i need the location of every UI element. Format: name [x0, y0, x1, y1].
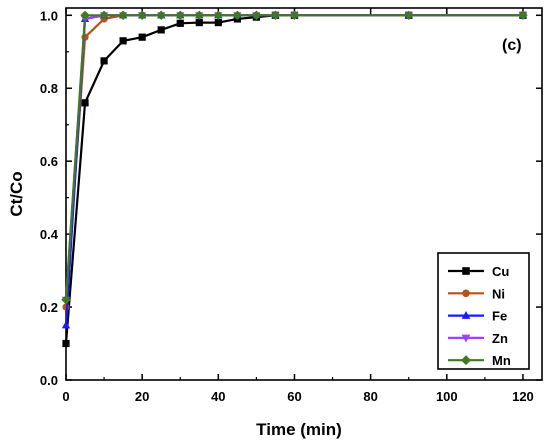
- data-point-mn: [404, 10, 414, 20]
- y-tick-label: 0.6: [40, 154, 58, 169]
- y-tick-label: 0.0: [40, 373, 58, 388]
- data-point-mn: [175, 10, 185, 20]
- data-point-mn: [156, 10, 166, 20]
- data-point-mn: [194, 10, 204, 20]
- legend-entry-zn: Zn: [448, 331, 508, 346]
- data-point-cu: [100, 57, 108, 65]
- x-tick-label: 20: [135, 389, 149, 404]
- y-axis-title: Ct/Co: [7, 171, 26, 216]
- data-point-mn: [518, 10, 528, 20]
- series-mn: [61, 10, 528, 305]
- data-point-mn: [213, 10, 223, 20]
- legend-label: Cu: [492, 264, 509, 279]
- data-point-cu: [119, 37, 127, 45]
- data-point-mn: [61, 295, 71, 305]
- data-point-cu: [157, 26, 165, 34]
- legend-entry-ni: Ni: [448, 286, 505, 301]
- data-point-cu: [138, 33, 146, 41]
- y-tick-label: 1.0: [40, 8, 58, 23]
- data-point-mn: [137, 10, 147, 20]
- data-point-mn: [251, 10, 262, 20]
- data-point-cu: [195, 18, 203, 27]
- data-point-mn: [80, 10, 90, 20]
- plot-frame: [65, 7, 543, 381]
- legend-label: Fe: [492, 309, 507, 324]
- x-axis-title: Time (min): [256, 420, 342, 439]
- data-point-mn: [118, 10, 128, 20]
- data-point-mn: [99, 10, 109, 20]
- legend-label: Zn: [492, 331, 508, 346]
- y-tick-label: 0.2: [40, 300, 58, 315]
- legend-box: [437, 252, 530, 370]
- data-point-mn: [232, 10, 243, 20]
- data-point-mn: [289, 10, 300, 20]
- data-point-cu: [214, 18, 222, 27]
- panel-label: (c): [502, 37, 522, 54]
- data-point-cu: [62, 339, 70, 348]
- legend: Cu Ni Fe Zn Mn: [437, 252, 530, 370]
- data-point-fe: [61, 320, 71, 329]
- x-tick-label: 60: [287, 389, 301, 404]
- legend-marker: [462, 289, 470, 298]
- y-tick-label: 0.8: [40, 81, 58, 96]
- legend-marker: [462, 267, 470, 275]
- x-tick-label: 40: [211, 389, 225, 404]
- legend-label: Mn: [492, 353, 511, 368]
- legend-entry-mn: Mn: [448, 353, 511, 368]
- legend-marker: [461, 355, 471, 366]
- legend-marker: [461, 311, 471, 319]
- legend-marker: [461, 334, 471, 343]
- data-point-cu: [81, 99, 89, 107]
- x-tick-label: 120: [512, 389, 534, 404]
- legend-entry-cu: Cu: [448, 264, 509, 279]
- y-tick-label: 0.4: [40, 227, 59, 242]
- data-point-mn: [270, 10, 281, 20]
- legend-entry-fe: Fe: [448, 309, 507, 324]
- series-layer: [61, 10, 528, 348]
- x-tick-label: 0: [62, 389, 69, 404]
- x-tick-label: 100: [436, 389, 458, 404]
- data-point-cu: [176, 19, 184, 27]
- legend-label: Ni: [492, 286, 505, 301]
- x-tick-label: 80: [363, 389, 377, 404]
- axis-ticks: 0 20 40 60 80 100 120 0.0 0.2 0.4 0.6 0.8 1.0: [40, 8, 542, 404]
